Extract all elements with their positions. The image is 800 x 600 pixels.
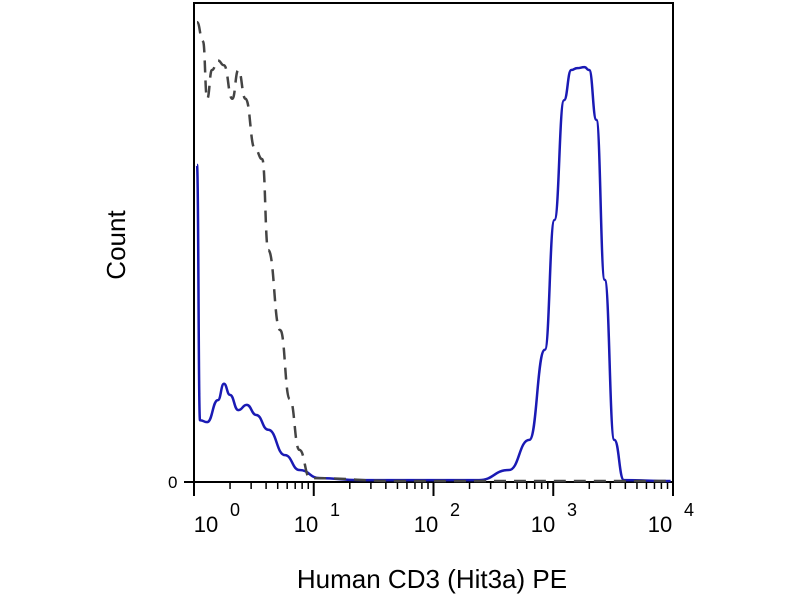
y-tick-label-0: 0 [168,473,177,492]
x-axis-ticks [184,481,674,496]
x-tick-label: 10 [414,512,438,537]
x-axis-label: Human CD3 (Hit3a) PE [297,564,567,594]
x-tick-label: 10 [194,512,218,537]
series-line-cd3-stained [195,65,671,483]
series-group [195,20,671,483]
x-tick-label: 10 [294,512,318,537]
x-tick-exponent: 0 [230,500,240,520]
x-tick-label: 10 [531,512,555,537]
x-tick-exponent: 4 [684,500,694,520]
x-tick-exponent: 1 [330,500,340,520]
x-tick-exponent: 3 [567,500,577,520]
x-tick-labels: 10 0 10 1 10 2 10 3 10 4 [194,500,694,537]
series-line-isotype-control [195,20,671,483]
x-tick-exponent: 2 [450,500,460,520]
x-tick-label: 10 [648,512,672,537]
y-axis-label: Count [101,210,131,280]
